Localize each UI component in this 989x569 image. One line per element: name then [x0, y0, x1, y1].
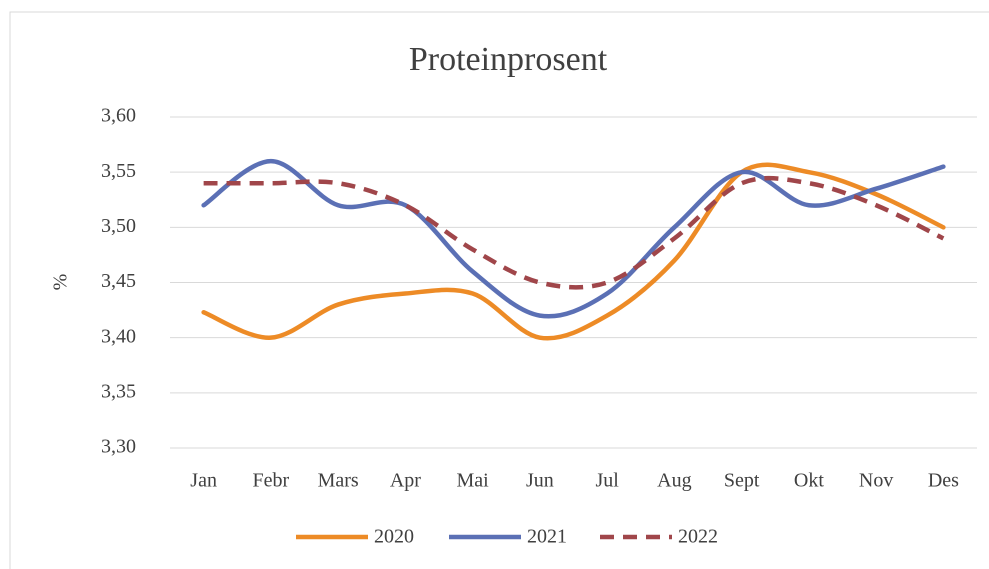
x-tick-label: Mai: [457, 470, 490, 492]
y-tick-label: 3,40: [101, 325, 136, 347]
y-tick-label: 3,50: [101, 215, 136, 237]
y-tick-label: 3,45: [101, 270, 136, 292]
x-tick-label: Apr: [390, 470, 421, 492]
y-tick-label: 3,35: [101, 380, 136, 402]
series-line: [201, 162, 946, 341]
x-tick-label: Mars: [318, 470, 359, 492]
chart-frame: [9, 11, 989, 569]
x-tick-label: Des: [928, 470, 959, 492]
x-tick-label: Sept: [724, 470, 760, 492]
x-tick-label: Okt: [794, 470, 824, 492]
y-axis-label: %: [50, 274, 72, 291]
x-tick-label: Nov: [859, 470, 893, 492]
x-tick-label: Jun: [526, 470, 554, 492]
legend-label: 2022: [678, 526, 718, 548]
y-tick-label: 3,60: [101, 105, 136, 127]
x-tick-label: Aug: [657, 470, 691, 492]
y-tick-label: 3,30: [101, 436, 136, 458]
legend-label: 2020: [374, 526, 414, 548]
y-tick-label: 3,55: [101, 160, 136, 182]
x-tick-label: Febr: [253, 470, 290, 492]
x-tick-label: Jan: [190, 470, 217, 492]
x-tick-label: Jul: [595, 470, 619, 492]
series-line: [201, 158, 946, 319]
legend-label: 2021: [527, 526, 567, 548]
series-line: [203, 175, 945, 290]
chart-title: Proteinprosent: [409, 41, 608, 78]
